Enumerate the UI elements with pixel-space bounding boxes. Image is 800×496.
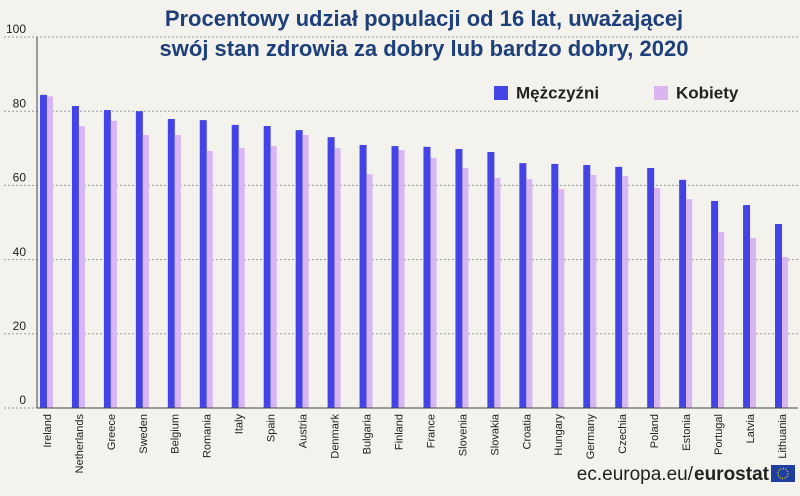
bar <box>686 199 693 408</box>
bar <box>46 96 53 409</box>
bar <box>398 150 405 408</box>
bar <box>519 163 527 408</box>
bar <box>334 147 341 408</box>
bar <box>302 134 309 408</box>
x-tick-label: Bulgaria <box>361 413 373 454</box>
y-tick-label: 20 <box>13 319 27 333</box>
bar <box>775 223 783 408</box>
bar <box>78 126 85 408</box>
bar <box>526 179 533 408</box>
bar <box>782 257 789 408</box>
bar <box>135 111 143 408</box>
bar <box>270 146 277 408</box>
bar <box>718 232 725 408</box>
x-tick-label: Netherlands <box>74 414 86 474</box>
source: ec.europa.eu/ <box>577 464 694 485</box>
x-tick-label: Finland <box>393 414 405 450</box>
source: eurostat <box>694 464 770 485</box>
bar <box>206 150 213 408</box>
bar <box>647 167 655 408</box>
y-tick-label: 60 <box>13 171 27 185</box>
legend-label: Kobiety <box>676 83 739 102</box>
y-tick-label: 80 <box>13 96 27 110</box>
x-tick-label: Italy <box>234 414 246 435</box>
legend-swatch <box>654 86 668 100</box>
x-tick-label: Greece <box>106 414 118 450</box>
y-tick-label: 100 <box>6 22 26 36</box>
x-tick-label: Hungary <box>553 414 565 456</box>
bar <box>231 124 239 408</box>
legend-swatch <box>494 86 508 100</box>
x-tick-label: Czechia <box>617 413 629 454</box>
x-tick-label: Lithuania <box>777 413 789 459</box>
bar <box>487 152 495 408</box>
bar <box>423 146 431 409</box>
y-tick-label: 0 <box>19 393 26 407</box>
bar <box>590 175 597 408</box>
bar <box>654 187 661 408</box>
eu-flag <box>771 465 795 482</box>
bar <box>750 238 757 408</box>
bar <box>558 189 565 408</box>
bar <box>263 126 271 408</box>
x-tick-label: France <box>425 414 437 448</box>
bar <box>391 146 399 408</box>
bar <box>679 179 687 408</box>
x-tick-label: Denmark <box>330 414 342 459</box>
x-tick-label: Portugal <box>713 414 725 455</box>
x-tick-label: Poland <box>649 414 661 448</box>
bar <box>455 149 463 409</box>
bar <box>71 106 79 409</box>
bar <box>238 147 245 408</box>
y-tick-label: 40 <box>13 245 27 259</box>
bar <box>174 134 181 408</box>
legend-label: Mężczyźni <box>516 83 599 102</box>
x-tick-label: Croatia <box>521 413 533 449</box>
bar <box>366 174 373 408</box>
x-tick-label: Spain <box>266 414 278 442</box>
bar <box>622 176 629 408</box>
bar <box>711 200 719 408</box>
x-tick-label: Austria <box>298 413 310 448</box>
bar <box>743 205 751 408</box>
chart-title: swój stan zdrowia za dobry lub bardzo do… <box>160 36 689 61</box>
bar <box>615 166 623 408</box>
bar <box>199 120 207 408</box>
bar <box>462 167 469 408</box>
bar <box>359 144 367 408</box>
x-tick-label: Germany <box>585 414 597 460</box>
bar <box>583 164 591 408</box>
x-tick-label: Romania <box>202 413 214 458</box>
x-tick-label: Latvia <box>745 413 757 443</box>
bar <box>39 94 47 408</box>
bar <box>103 110 111 408</box>
bar <box>110 120 117 408</box>
bar <box>142 134 149 408</box>
x-tick-label: Estonia <box>681 413 693 451</box>
bar <box>327 137 335 409</box>
x-tick-label: Slovakia <box>489 413 501 455</box>
eu-stars <box>777 467 789 480</box>
x-tick-label: Slovenia <box>457 413 469 456</box>
bar <box>430 157 437 408</box>
bar <box>494 177 501 408</box>
bar <box>551 163 559 408</box>
chart-title: Procentowy udział populacji od 16 lat, u… <box>165 6 683 31</box>
x-tick-label: Ireland <box>42 414 54 448</box>
bar <box>167 118 175 408</box>
x-tick-label: Sweden <box>138 414 150 454</box>
x-tick-label: Belgium <box>170 414 182 454</box>
bar <box>295 130 303 408</box>
